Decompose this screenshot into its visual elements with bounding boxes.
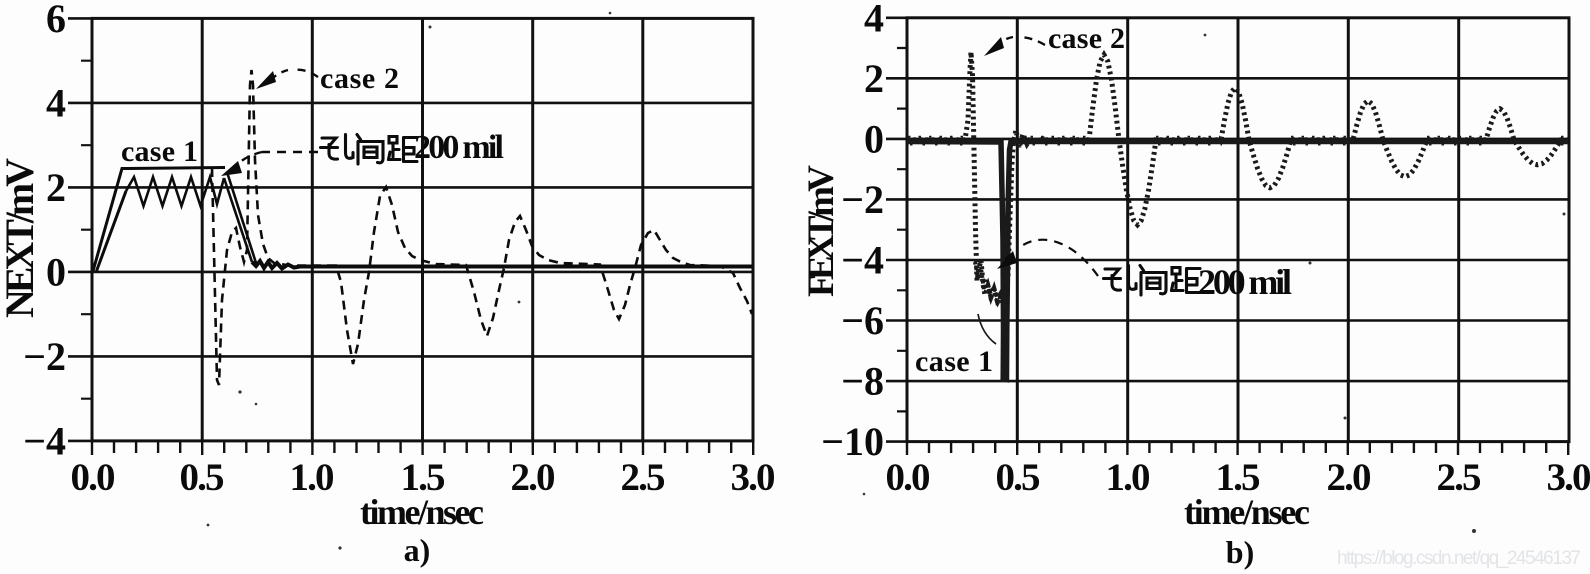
svg-text:2.0: 2.0	[511, 456, 556, 499]
svg-text:200 mil: 200 mil	[1198, 262, 1292, 302]
svg-text:3.0: 3.0	[1547, 456, 1590, 499]
svg-text:4: 4	[864, 0, 884, 40]
svg-text:case 2: case 2	[320, 62, 399, 95]
svg-text:NEXT/mV: NEXT/mV	[0, 158, 42, 318]
svg-text:2: 2	[864, 56, 884, 101]
svg-text:2: 2	[46, 165, 66, 210]
svg-text:−8: −8	[841, 359, 884, 404]
svg-text:−10: −10	[821, 419, 884, 464]
svg-text:time/nsec: time/nsec	[1184, 492, 1310, 532]
svg-text:time/nsec: time/nsec	[360, 492, 484, 532]
svg-text:https://blog.csdn.net/qq_24546: https://blog.csdn.net/qq_24546137	[1337, 548, 1581, 569]
svg-text:−2: −2	[23, 334, 66, 379]
svg-text:case 1: case 1	[915, 345, 993, 378]
svg-text:1.0: 1.0	[1106, 456, 1151, 499]
svg-text:200 mil: 200 mil	[414, 129, 504, 166]
svg-text:4: 4	[46, 81, 66, 126]
svg-text:a): a)	[404, 532, 431, 568]
svg-text:−6: −6	[841, 298, 884, 343]
svg-text:1.5: 1.5	[401, 456, 446, 499]
svg-text:0.0: 0.0	[886, 456, 931, 499]
svg-text:case 1: case 1	[121, 135, 198, 168]
svg-text:−4: −4	[841, 238, 884, 283]
svg-text:6: 6	[46, 0, 66, 41]
svg-text:case 2: case 2	[1048, 22, 1125, 55]
svg-text:3.0: 3.0	[731, 456, 776, 499]
svg-text:1.5: 1.5	[1216, 456, 1261, 499]
svg-text:−2: −2	[841, 177, 884, 222]
svg-text:FEXT/mV: FEXT/mV	[801, 165, 842, 297]
svg-text:2.5: 2.5	[1437, 456, 1482, 499]
svg-text:0: 0	[864, 117, 884, 162]
svg-text:0.5: 0.5	[180, 456, 225, 499]
svg-text:0.5: 0.5	[996, 456, 1041, 499]
svg-text:0.0: 0.0	[71, 456, 116, 499]
svg-text:1.0: 1.0	[290, 456, 335, 499]
svg-text:2.0: 2.0	[1327, 456, 1372, 499]
svg-text:−4: −4	[23, 419, 66, 464]
svg-text:b): b)	[1226, 534, 1254, 570]
svg-text:0: 0	[46, 250, 66, 295]
svg-text:2.5: 2.5	[621, 456, 666, 499]
